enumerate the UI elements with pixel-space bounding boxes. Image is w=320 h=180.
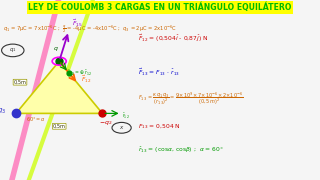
Text: LEY DE COULOMB 3 CARGAS EN UN TRIÁNGULO EQUILÁTERO: LEY DE COULOMB 3 CARGAS EN UN TRIÁNGULO … — [28, 3, 292, 12]
Text: $F_{13}$ = $\dfrac{\kappa\,q_1 q_3}{(r_{13})^2}$ = $\dfrac{9{\times}10^9\,{\time: $F_{13}$ = $\dfrac{\kappa\,q_1 q_3}{(r_{… — [138, 90, 243, 107]
Text: $\vec{F}_{13}$ = $F_{13}$ · $\hat{r}_{13}$: $\vec{F}_{13}$ = $F_{13}$ · $\hat{r}_{13… — [138, 67, 180, 78]
Text: $\hat{r}_{12}$: $\hat{r}_{12}$ — [122, 110, 129, 121]
Text: $F_{13}$ = 0,504 N: $F_{13}$ = 0,504 N — [138, 122, 180, 131]
Text: $-q_2$: $-q_2$ — [99, 119, 112, 127]
Text: $\hat{r}_{12}=\oplus\hat{r}_{12}$: $\hat{r}_{12}=\oplus\hat{r}_{12}$ — [67, 68, 92, 78]
Text: $q_3$: $q_3$ — [0, 107, 6, 116]
Text: $\vec{F}_{12}$: $\vec{F}_{12}$ — [81, 74, 92, 85]
Text: $60°=\alpha$: $60°=\alpha$ — [26, 115, 45, 123]
Text: $q_1$: $q_1$ — [9, 46, 17, 54]
Text: $\vec{F}_{12}$ = (0,504$\hat{i}$ - 0,87$\hat{j}$) N: $\vec{F}_{12}$ = (0,504$\hat{i}$ - 0,87$… — [138, 32, 208, 44]
Text: $x$: $x$ — [119, 124, 124, 131]
Text: $q$: $q$ — [53, 45, 59, 53]
Polygon shape — [16, 61, 102, 113]
Text: $\vec{F}_{15}$: $\vec{F}_{15}$ — [72, 18, 83, 29]
Text: 0,5m: 0,5m — [13, 80, 27, 85]
Text: $\hat{r}_{13}$ = (cos$\alpha$, cos$\beta$) ;  $\alpha$ = 60°: $\hat{r}_{13}$ = (cos$\alpha$, cos$\beta… — [138, 144, 224, 155]
Text: 0,5m: 0,5m — [53, 124, 66, 129]
Text: $q_1$ = 7μC = 7x10$^{-6}$C ;  $\frac{q}{2}$ = -4μC = -4x10$^{-6}$C ;  $q_3$ = 2μ: $q_1$ = 7μC = 7x10$^{-6}$C ; $\frac{q}{2… — [3, 23, 177, 35]
